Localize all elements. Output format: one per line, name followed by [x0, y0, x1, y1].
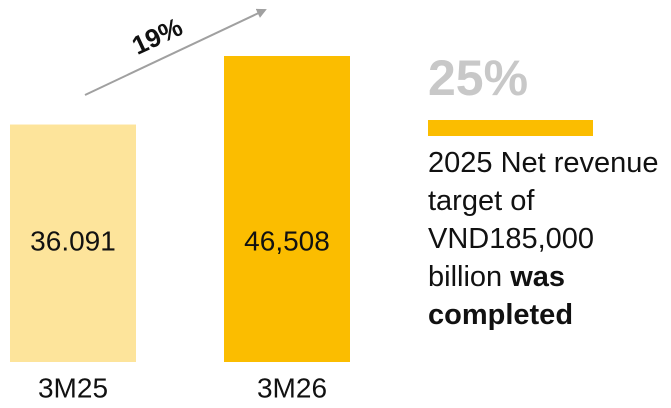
x-tick-label: 3M26: [257, 372, 327, 403]
note-bold: was completed: [428, 261, 574, 331]
growth-label: 19%: [127, 11, 187, 60]
highlight: 25%: [428, 50, 528, 106]
bar: [10, 124, 136, 362]
x-tick-label: 3M25: [38, 372, 108, 403]
growth-arrow: [84, 8, 267, 96]
note: 2025 Net revenue target of VND185,000 bi…: [428, 144, 671, 334]
highlight-underline: [428, 120, 593, 136]
value-label: 36.091: [30, 225, 116, 256]
bar: [224, 56, 350, 362]
value-label: 46,508: [244, 225, 330, 256]
note-text: 2025 Net revenue target of VND185,000 bi…: [428, 147, 659, 293]
